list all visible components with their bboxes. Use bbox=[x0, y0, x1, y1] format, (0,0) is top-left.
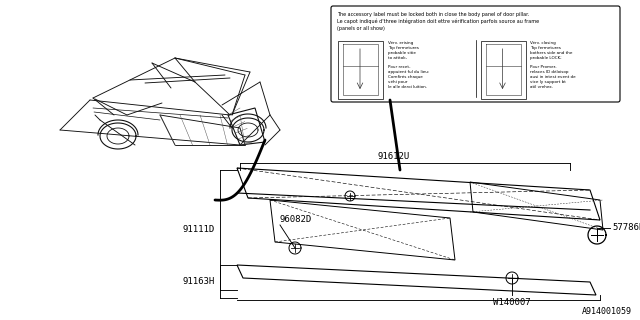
Text: 57786B: 57786B bbox=[612, 223, 640, 233]
Text: Vérv. erising
Top fermetures
probable sitie
to atttok,

Pour recet-
appuient ful: Vérv. erising Top fermetures probable si… bbox=[388, 41, 429, 89]
FancyBboxPatch shape bbox=[331, 6, 620, 102]
Text: 91612U: 91612U bbox=[377, 152, 409, 161]
Text: 91163H: 91163H bbox=[183, 277, 215, 286]
Text: W140007: W140007 bbox=[493, 298, 531, 307]
Text: 96082D: 96082D bbox=[280, 215, 312, 225]
Text: Vérv. closing
Top fermetures
bothers side and the
probable LOCK;

Pour Promer-
r: Vérv. closing Top fermetures bothers sid… bbox=[531, 41, 576, 89]
Text: The accessory label must be locked both in close the body panel of door pillar.
: The accessory label must be locked both … bbox=[337, 12, 539, 31]
Bar bbox=[338, 41, 383, 99]
Text: 91111D: 91111D bbox=[183, 226, 215, 235]
Text: A914001059: A914001059 bbox=[582, 307, 632, 316]
Bar bbox=[481, 41, 525, 99]
